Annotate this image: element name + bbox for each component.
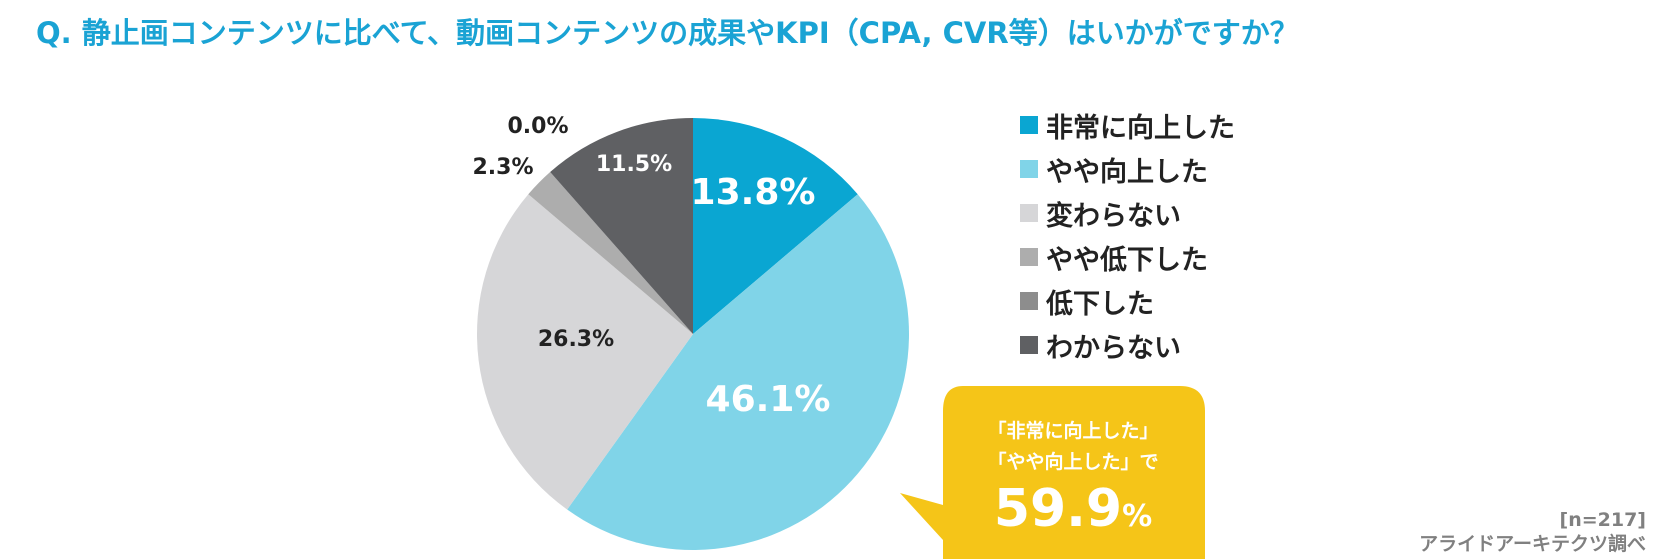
legend-label: やや低下した [1046,244,1208,276]
slice-value-label: 11.5% [596,152,672,177]
legend-swatch [1020,160,1038,178]
legend-swatch [1020,204,1038,222]
legend-swatch [1020,248,1038,266]
callout-shape [900,386,1205,559]
callout-text: 「非常に向上した」 「やや向上した」で 59.9% [943,416,1203,540]
legend-item: 変わらない [1020,191,1235,235]
pie-slice [528,171,693,334]
legend-swatch [1020,292,1038,310]
legend-item: 低下した [1020,279,1235,323]
chart-legend: 非常に向上した やや向上した 変わらない やや低下した 低下した わからない [1020,103,1235,367]
legend-label: やや向上した [1046,156,1208,188]
footer-note: [n=217] アライドアーキテクツ調べ [1419,508,1646,556]
source-credit: アライドアーキテクツ調べ [1419,533,1646,555]
legend-item: 非常に向上した [1020,103,1235,147]
legend-swatch [1020,336,1038,354]
slice-value-label: 2.3% [472,155,533,180]
pie-slice [567,194,909,551]
legend-item: やや低下した [1020,235,1235,279]
legend-label: 低下した [1046,288,1154,320]
legend-label: 非常に向上した [1046,112,1235,144]
callout-unit: % [1122,499,1153,534]
legend-item: やや向上した [1020,147,1235,191]
legend-label: わからない [1046,332,1181,364]
slice-value-label: 26.3% [538,327,614,352]
callout-line-2: 「やや向上した」で [987,451,1159,473]
slice-value-label: 13.8% [691,172,816,213]
callout-number: 59.9 [993,479,1123,539]
legend-label: 変わらない [1046,200,1181,232]
legend-swatch [1020,116,1038,134]
slice-value-label: 46.1% [706,379,831,420]
pie-slice [550,118,693,334]
legend-item: わからない [1020,323,1235,367]
callout-line-1: 「非常に向上した」 [987,420,1159,442]
page-title: Q. 静止画コンテンツに比べて、動画コンテンツの成果やKPI（CPA, CVR等… [36,16,1299,50]
slice-value-label: 0.0% [507,114,568,139]
callout-value: 59.9% [943,478,1203,540]
pie-slice [693,118,858,334]
sample-size: [n=217] [1559,509,1646,531]
pie-slice [477,194,693,510]
